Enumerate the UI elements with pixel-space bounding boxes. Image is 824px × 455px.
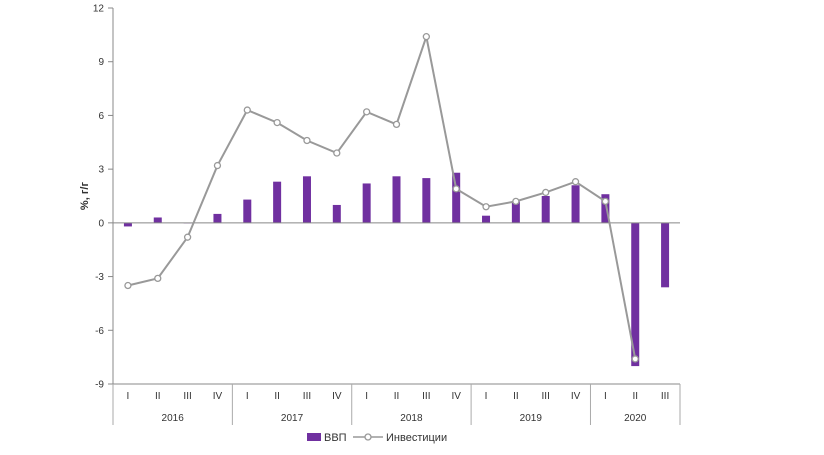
legend-label-vvp: ВВП: [324, 432, 347, 444]
x-tick-label-quarter: IV: [332, 391, 342, 402]
legend: ВВП Инвестиции: [307, 432, 447, 444]
x-tick-label-quarter: II: [632, 391, 638, 402]
x-tick-label-quarter: IV: [571, 391, 581, 402]
x-tick-label-quarter: III: [542, 391, 550, 402]
bar-series: [123, 172, 670, 367]
y-tick-label: 12: [93, 4, 105, 15]
legend-label-investments: Инвестиции: [386, 432, 447, 444]
y-tick-label: 9: [98, 57, 104, 68]
bar-vvp: [571, 185, 580, 223]
x-tick-labels: I II III IV I II III IV I II III IV I II III IV I II III20…: [127, 391, 670, 424]
x-tick-label-quarter: IV: [451, 391, 461, 402]
point-investments: [422, 32, 430, 41]
x-tick-label-quarter: II: [513, 391, 519, 402]
point-investments: [183, 233, 192, 241]
x-tick-label-quarter: I: [127, 391, 130, 402]
bar-vvp: [541, 196, 550, 223]
y-tick-label: -3: [95, 272, 104, 283]
point-investments: [601, 197, 610, 206]
point-investments: [452, 185, 460, 193]
bar-vvp: [273, 181, 282, 223]
line-investments: [127, 32, 637, 360]
bar-vvp: [153, 217, 162, 223]
x-tick-label-quarter: I: [365, 391, 368, 402]
point-investments: [333, 149, 341, 157]
bar-vvp: [482, 215, 491, 223]
bar-vvp: [362, 183, 371, 223]
y-tick-labels: -9 -6 -3 0 3 6 9 12: [93, 4, 105, 391]
y-tick-label: -6: [95, 326, 104, 337]
point-investments: [273, 118, 281, 127]
y-axis-label: %, г/г: [79, 182, 91, 211]
point-investments: [243, 106, 251, 114]
x-tick-label-quarter: III: [303, 391, 311, 402]
x-tick-label-year: 2020: [624, 413, 647, 424]
bar-vvp: [631, 222, 640, 367]
legend-bar-swatch: [307, 433, 321, 441]
x-tick-label-quarter: III: [183, 391, 191, 402]
bar-vvp: [661, 222, 670, 288]
point-investments: [213, 161, 222, 170]
bar-vvp: [243, 199, 252, 223]
bar-vvp: [422, 178, 431, 223]
point-investments: [154, 274, 162, 283]
x-tick-label-year: 2019: [520, 413, 543, 424]
y-tick-label: 6: [98, 111, 104, 122]
bar-vvp: [452, 172, 461, 223]
axes: [108, 7, 681, 425]
point-investments: [631, 355, 639, 363]
x-tick-label-quarter: III: [661, 391, 669, 402]
point-investments: [542, 188, 550, 197]
bar-vvp: [123, 222, 132, 227]
y-tick-label: -9: [95, 380, 104, 391]
point-investments: [512, 197, 520, 206]
point-investments: [392, 120, 401, 129]
bar-vvp: [511, 201, 520, 223]
x-tick-label-quarter: II: [155, 391, 161, 402]
bar-vvp: [601, 194, 610, 223]
x-tick-label-quarter: IV: [213, 391, 223, 402]
point-investments: [482, 203, 490, 211]
y-tick-label: 3: [98, 165, 104, 176]
point-investments: [124, 281, 132, 290]
x-tick-label-quarter: II: [394, 391, 400, 402]
bar-vvp: [392, 176, 401, 223]
bar-vvp: [213, 213, 222, 223]
x-tick-label-quarter: I: [246, 391, 249, 402]
x-tick-label-quarter: II: [274, 391, 280, 402]
bar-vvp: [302, 176, 311, 223]
point-investments: [363, 108, 371, 116]
x-tick-label-quarter: I: [604, 391, 607, 402]
x-tick-label-quarter: III: [422, 391, 430, 402]
x-tick-label-quarter: I: [485, 391, 488, 402]
line-series: [124, 32, 639, 363]
legend-marker: [364, 433, 372, 441]
x-tick-label-year: 2018: [400, 413, 423, 424]
y-tick-label: 0: [98, 218, 104, 229]
x-tick-label-year: 2017: [281, 413, 304, 424]
point-investments: [303, 136, 311, 145]
bar-vvp: [332, 204, 341, 223]
x-tick-label-year: 2016: [162, 413, 185, 424]
point-investments: [571, 178, 580, 186]
